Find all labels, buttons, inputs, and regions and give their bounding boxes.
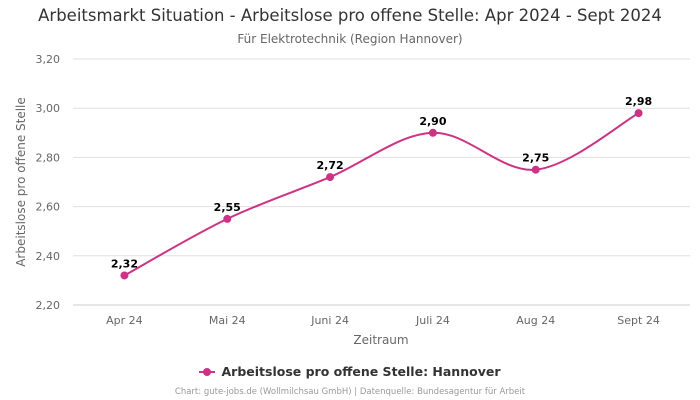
data-point[interactable]	[326, 173, 335, 182]
legend[interactable]: Arbeitslose pro offene Stelle: Hannover	[0, 364, 700, 380]
legend-marker-icon	[199, 367, 216, 377]
series-group: 2,32 2,55 2,72 2,90 2,75 2,98	[111, 95, 652, 280]
y-tick-label: 2,80	[36, 151, 61, 164]
data-label: 2,75	[522, 152, 549, 165]
chart-subtitle: Für Elektrotechnik (Region Hannover)	[237, 32, 463, 46]
y-tick-label: 2,60	[36, 201, 61, 214]
y-tick-label: 2,40	[36, 250, 61, 263]
data-label: 2,55	[214, 201, 241, 214]
legend-label: Arbeitslose pro offene Stelle: Hannover	[221, 364, 501, 379]
data-point[interactable]	[120, 271, 129, 280]
data-point[interactable]	[428, 128, 437, 137]
x-axis-label: Zeitraum	[353, 333, 408, 347]
series-line	[123, 112, 640, 277]
chart-credits[interactable]: Chart: gute-jobs.de (Wollmilchsau GmbH) …	[174, 387, 526, 397]
data-label: 2,32	[111, 257, 138, 270]
x-tick-label: Sept 24	[617, 314, 660, 327]
x-axis-tick-labels: Apr 24 Mai 24 Juni 24 Juli 24 Aug 24 Sept 24	[106, 314, 660, 327]
y-tick-label: 2,20	[36, 299, 61, 312]
y-tick-label: 3,20	[36, 53, 61, 66]
data-label: 2,98	[625, 95, 652, 108]
y-tick-label: 3,00	[36, 102, 61, 115]
y-axis-label: Arbeitslose pro offene Stelle	[14, 97, 28, 267]
x-tick-label: Aug 24	[516, 314, 555, 327]
data-point[interactable]	[531, 165, 540, 174]
data-label: 2,72	[317, 159, 344, 172]
y-axis-tick-labels: 2,20 2,40 2,60 2,80 3,00 3,20	[36, 53, 61, 312]
x-tick-label: Apr 24	[106, 314, 143, 327]
x-tick-label: Juli 24	[415, 314, 450, 327]
grid-lines	[73, 58, 690, 306]
chart-title: Arbeitsmarkt Situation - Arbeitslose pro…	[38, 6, 662, 25]
data-point[interactable]	[223, 214, 232, 223]
data-point[interactable]	[634, 109, 643, 118]
x-tick-label: Mai 24	[209, 314, 246, 327]
x-tick-label: Juni 24	[310, 314, 349, 327]
data-label: 2,90	[419, 115, 446, 128]
